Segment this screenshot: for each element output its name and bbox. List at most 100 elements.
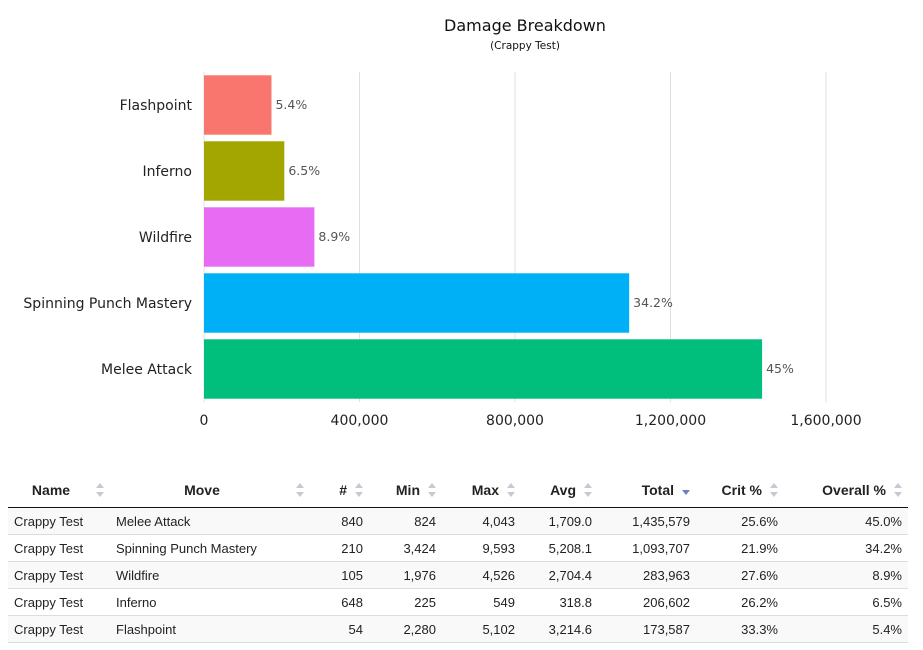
column-header-label: Min xyxy=(395,482,420,498)
data-label: 34.2% xyxy=(633,295,673,310)
cell-total: 283,963 xyxy=(598,561,696,589)
column-header-[interactable]: # xyxy=(310,473,369,508)
chart-subtitle: (Crappy Test) xyxy=(490,40,560,52)
cell-: 840 xyxy=(310,507,369,535)
sort-icon[interactable] xyxy=(894,483,902,497)
cell-max: 4,043 xyxy=(442,507,521,535)
cell-min: 1,976 xyxy=(369,561,442,589)
cell-move: Inferno xyxy=(110,588,310,616)
y-tick-label: Flashpoint xyxy=(120,98,193,114)
cell-total: 206,602 xyxy=(598,588,696,616)
cell-overall: 5.4% xyxy=(784,615,908,643)
cell-name: Crappy Test xyxy=(8,588,110,616)
column-header-label: # xyxy=(339,482,347,498)
bar-wildfire xyxy=(204,207,315,267)
table-row: Crappy Test Wildfire 105 1,976 4,526 2,704.4 2… xyxy=(8,561,908,589)
cell-total: 1,093,707 xyxy=(598,534,696,562)
cell-min: 2,280 xyxy=(369,615,442,643)
column-header-total[interactable]: Total xyxy=(598,473,696,508)
cell-max: 9,593 xyxy=(442,534,521,562)
data-label: 5.4% xyxy=(275,97,307,112)
chart-bars xyxy=(204,75,763,399)
cell-move: Melee Attack xyxy=(110,507,310,535)
cell-overall: 34.2% xyxy=(784,534,908,562)
x-tick-label: 1,200,000 xyxy=(635,413,706,429)
column-header-label: Max xyxy=(471,482,499,498)
bar-spinning-punch-mastery xyxy=(204,273,630,333)
table-row: Crappy Test Flashpoint 54 2,280 5,102 3,214.6… xyxy=(8,615,908,643)
sort-icon[interactable] xyxy=(507,483,515,497)
bar-melee-attack xyxy=(204,339,763,399)
data-label: 8.9% xyxy=(318,229,350,244)
sort-icon[interactable] xyxy=(355,483,363,497)
cell-total: 173,587 xyxy=(598,615,696,643)
damage-breakdown-chart: Damage Breakdown (Crappy Test) Flashpoin… xyxy=(23,16,862,429)
cell-overall: 8.9% xyxy=(784,561,908,589)
cell-crit: 33.3% xyxy=(696,615,784,643)
column-header-crit[interactable]: Crit % xyxy=(696,473,784,508)
sort-icon[interactable] xyxy=(96,483,104,497)
column-header-label: Move xyxy=(184,482,220,498)
cell-: 210 xyxy=(310,534,369,562)
column-header-avg[interactable]: Avg xyxy=(521,473,598,508)
chart-data-labels: 5.4% 6.5% 8.9% 34.2% 45% xyxy=(275,97,794,376)
cell-avg: 3,214.6 xyxy=(521,615,598,643)
table-row: Crappy Test Melee Attack 840 824 4,043 1,709.… xyxy=(8,507,908,535)
bar-inferno xyxy=(204,141,285,201)
cell-name: Crappy Test xyxy=(8,534,110,562)
cell-avg: 1,709.0 xyxy=(521,507,598,535)
cell-min: 824 xyxy=(369,507,442,535)
column-header-label: Total xyxy=(641,482,674,498)
column-header-min[interactable]: Min xyxy=(369,473,442,508)
cell-name: Crappy Test xyxy=(8,507,110,535)
column-header-max[interactable]: Max xyxy=(442,473,521,508)
cell-overall: 6.5% xyxy=(784,588,908,616)
x-tick-label: 400,000 xyxy=(331,413,389,429)
cell-name: Crappy Test xyxy=(8,615,110,643)
sort-desc-icon[interactable] xyxy=(682,483,690,497)
cell-max: 4,526 xyxy=(442,561,521,589)
cell-avg: 318.8 xyxy=(521,588,598,616)
cell-max: 5,102 xyxy=(442,615,521,643)
cell-crit: 27.6% xyxy=(696,561,784,589)
column-header-label: Name xyxy=(31,482,71,498)
cell-: 105 xyxy=(310,561,369,589)
data-label: 45% xyxy=(766,361,794,376)
cell-crit: 26.2% xyxy=(696,588,784,616)
y-tick-label: Melee Attack xyxy=(101,362,193,378)
column-header-label: Crit % xyxy=(721,482,762,498)
data-label: 6.5% xyxy=(288,163,320,178)
cell-crit: 25.6% xyxy=(696,507,784,535)
cell-avg: 5,208.1 xyxy=(521,534,598,562)
table-row: Crappy Test Spinning Punch Mastery 210 3,42… xyxy=(8,534,908,562)
cell-avg: 2,704.4 xyxy=(521,561,598,589)
chart-title: Damage Breakdown xyxy=(444,16,606,35)
sort-icon[interactable] xyxy=(428,483,436,497)
table-row: Crappy Test Inferno 648 225 549 318.8 206,602 2… xyxy=(8,588,908,616)
cell-min: 225 xyxy=(369,588,442,616)
cell-name: Crappy Test xyxy=(8,561,110,589)
cell-max: 549 xyxy=(442,588,521,616)
sort-icon[interactable] xyxy=(584,483,592,497)
table-body: Crappy Test Melee Attack 840 824 4,043 1,709.… xyxy=(8,507,908,643)
bar-flashpoint xyxy=(204,75,272,135)
cell-min: 3,424 xyxy=(369,534,442,562)
chart-y-labels: Flashpoint Inferno Wildfire Spinning Punch … xyxy=(23,98,192,378)
cell-overall: 45.0% xyxy=(784,507,908,535)
column-header-name[interactable]: Name xyxy=(8,473,110,508)
x-tick-label: 1,600,000 xyxy=(790,413,861,429)
chart-x-tick-labels: 0 400,000 800,000 1,200,000 1,600,000 xyxy=(200,413,862,429)
column-header-overall[interactable]: Overall % xyxy=(784,473,908,508)
x-tick-label: 800,000 xyxy=(486,413,544,429)
cell-crit: 21.9% xyxy=(696,534,784,562)
y-tick-label: Wildfire xyxy=(139,230,192,246)
cell-: 54 xyxy=(310,615,369,643)
cell-total: 1,435,579 xyxy=(598,507,696,535)
table-header-row: Name Move # Min Max Avg Total Crit % Overall % xyxy=(8,473,908,508)
sort-icon[interactable] xyxy=(770,483,778,497)
y-tick-label: Inferno xyxy=(143,164,193,180)
sort-icon[interactable] xyxy=(296,483,304,497)
cell-: 648 xyxy=(310,588,369,616)
column-header-move[interactable]: Move xyxy=(110,473,310,508)
cell-move: Wildfire xyxy=(110,561,310,589)
